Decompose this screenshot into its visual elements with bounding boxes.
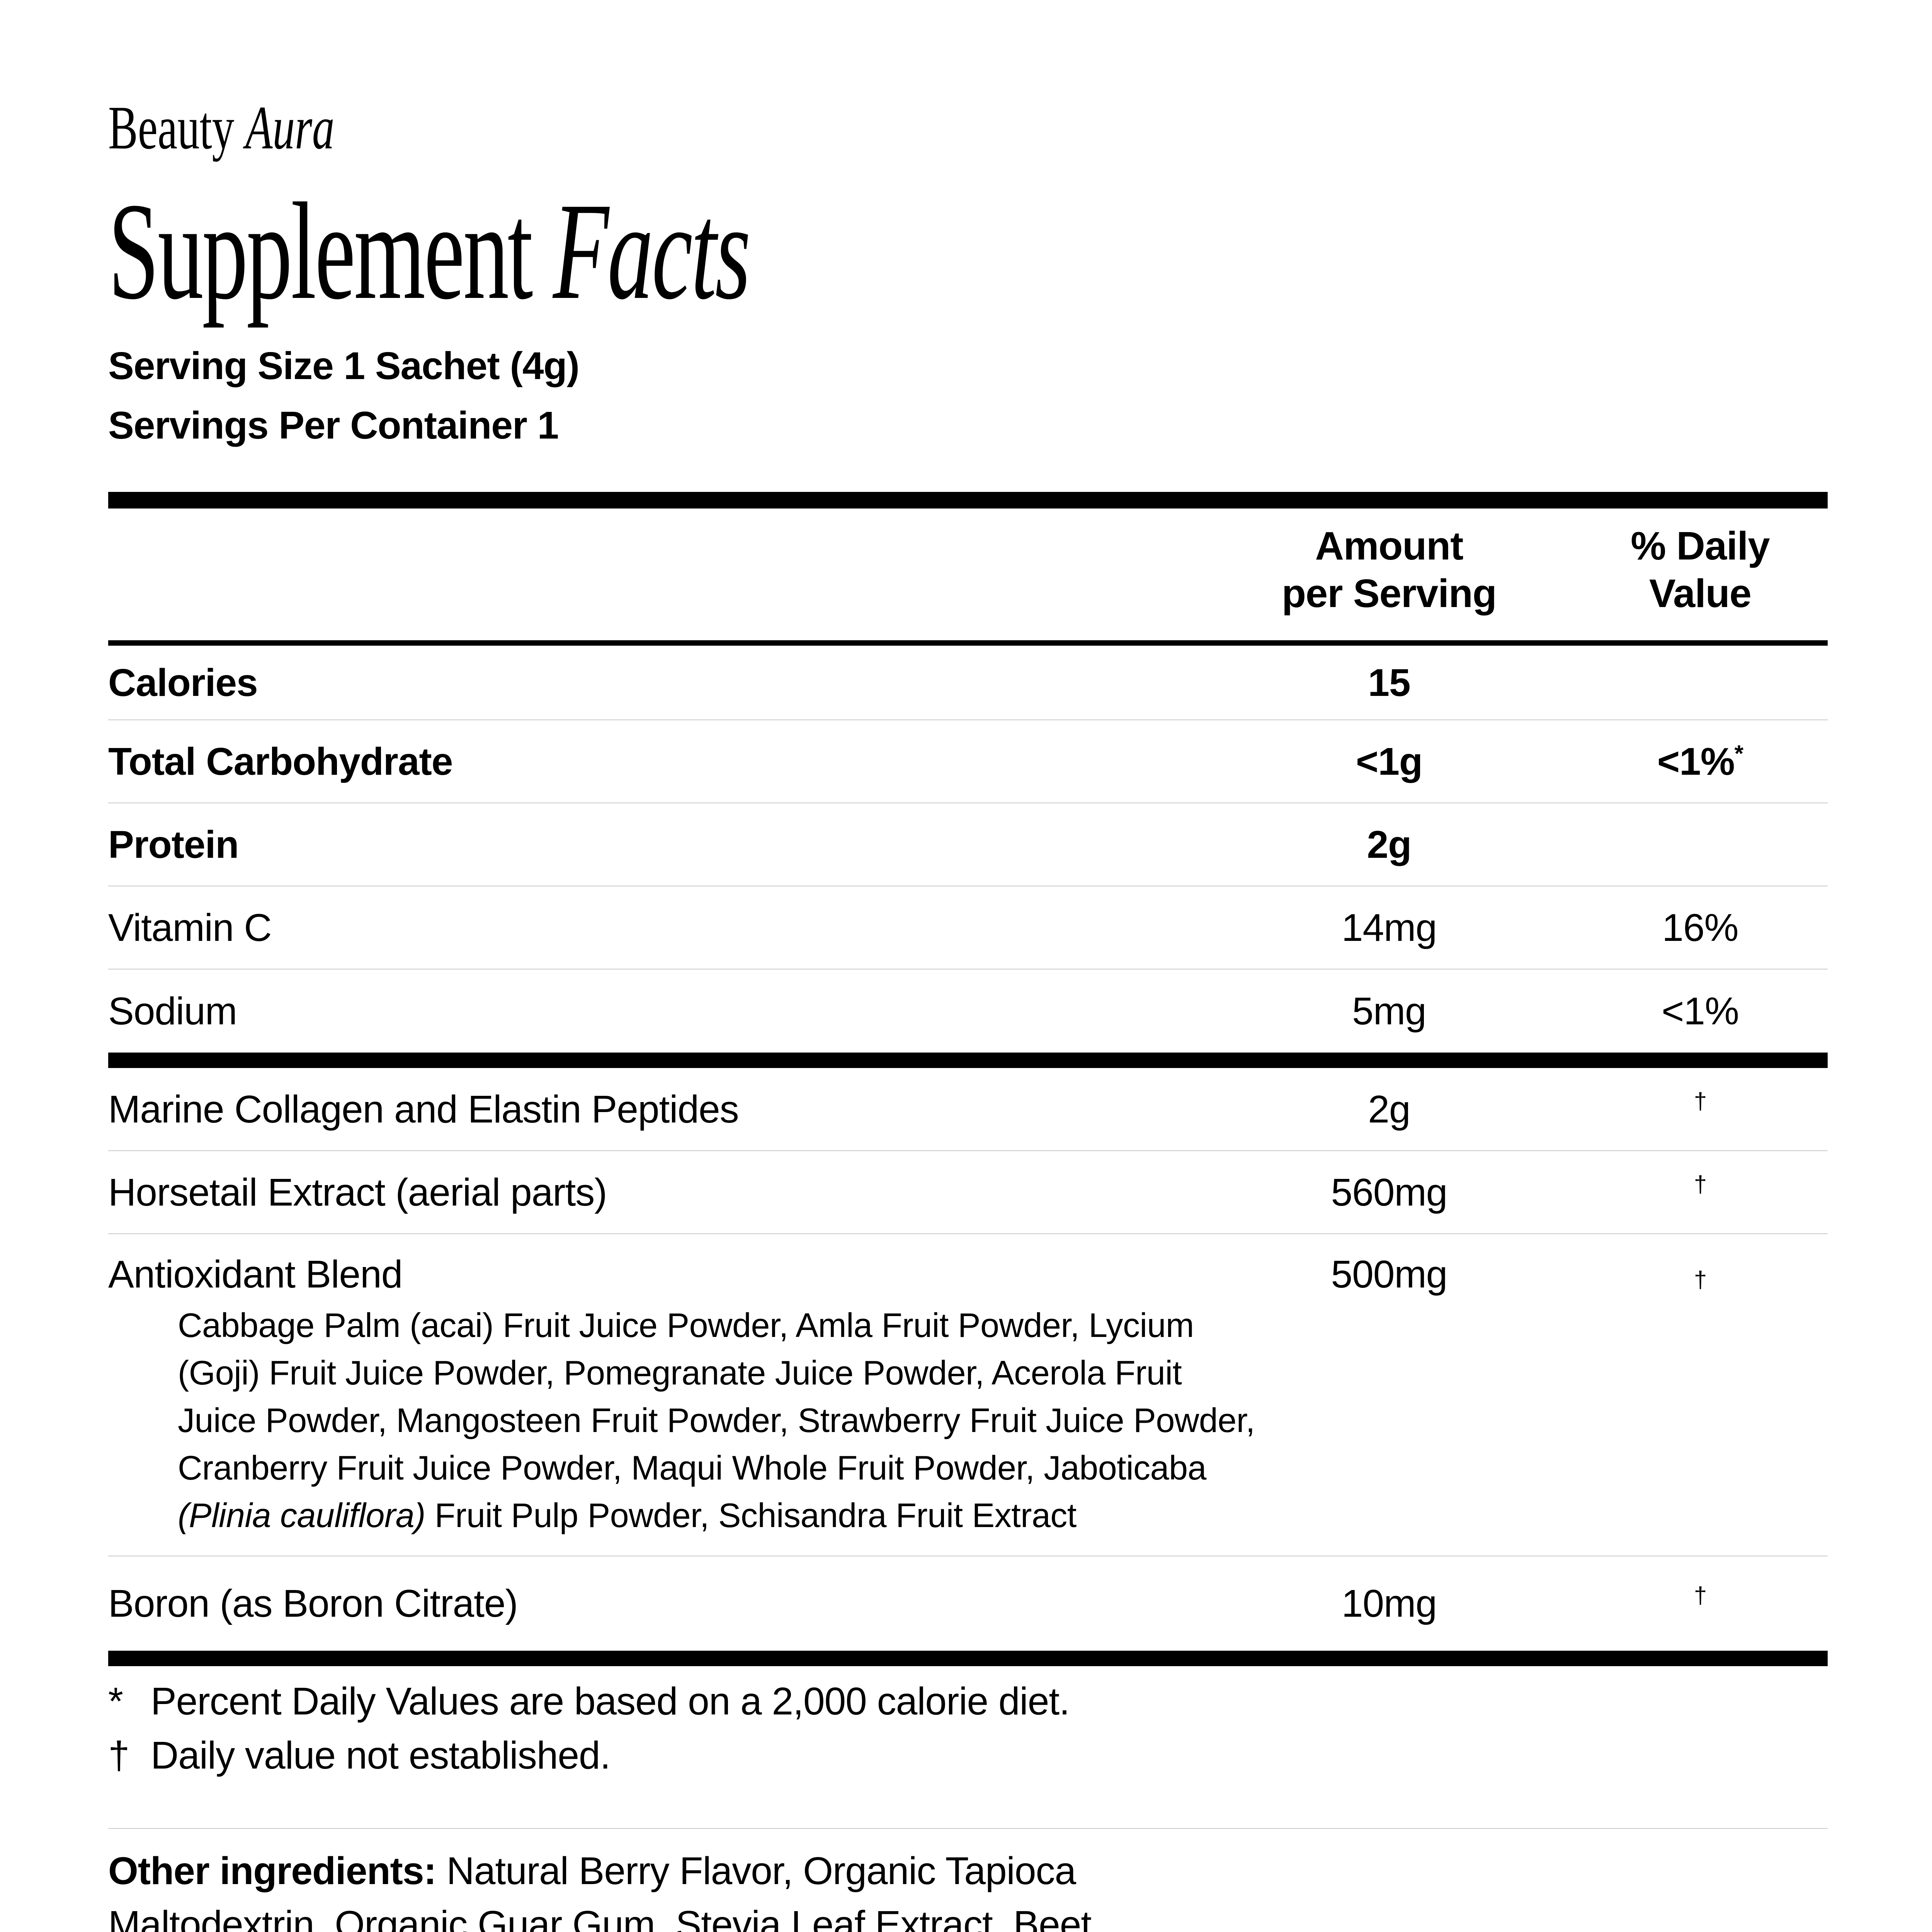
dagger-icon: † (1694, 1582, 1707, 1608)
row-amount: 2g (1368, 1087, 1410, 1131)
other-ingredients-line: Other ingredients: Natural Berry Flavor,… (108, 1849, 1076, 1893)
table-row-marine-collagen: Marine Collagen and Elastin Peptides 2g … (108, 1068, 1828, 1151)
table-row-protein: Protein 2g (108, 803, 1828, 886)
dagger-icon: † (1694, 1088, 1707, 1114)
row-label: Horsetail Extract (aerial parts) (108, 1170, 607, 1214)
serving-info: Serving Size 1 Sachet (4g) Servings Per … (108, 336, 1828, 455)
sub-ingredient-line: Cranberry Fruit Juice Powder, Maqui Whol… (178, 1449, 1206, 1487)
table-row-sodium: Sodium 5mg <1% (108, 969, 1828, 1068)
sub-ingredient-line: Juice Powder, Mangosteen Fruit Powder, S… (178, 1401, 1255, 1439)
other-ingredients-line: Maltodextrin, Organic Guar Gum, Stevia L… (108, 1903, 1092, 1932)
row-daily-value: <1% (1662, 989, 1739, 1033)
table-top-bar (108, 492, 1828, 509)
row-label: Marine Collagen and Elastin Peptides (108, 1087, 739, 1131)
row-label: Antioxidant Blend (108, 1253, 403, 1296)
row-amount: 14mg (1341, 906, 1437, 949)
page-title-regular: Supplement (108, 174, 533, 328)
row-amount: 2g (1367, 823, 1412, 866)
row-daily-value: 16% (1662, 906, 1738, 949)
antioxidant-sub-ingredients: Cabbage Palm (acai) Fruit Juice Powder, … (178, 1301, 1828, 1539)
row-label: Vitamin C (108, 906, 272, 949)
row-label: Boron (as Boron Citrate) (108, 1582, 518, 1625)
botanical-name-italic: (Plinia cauliflora) (178, 1496, 425, 1534)
row-amount: 500mg (1331, 1253, 1448, 1296)
supplement-facts-label: Beauty Aura Supplement Facts Serving Siz… (108, 97, 1828, 1932)
servings-per-container: Servings Per Container 1 (108, 404, 559, 447)
row-daily-value: <1%* (1657, 740, 1743, 783)
brand-name: Beauty Aura (108, 97, 1346, 158)
row-amount: 15 (1368, 661, 1410, 704)
footnotes: * Percent Daily Values are based on a 2,0… (108, 1674, 1828, 1782)
table-row-vitamin-c: Vitamin C 14mg 16% (108, 886, 1828, 969)
row-label: Sodium (108, 989, 237, 1033)
dagger-icon: † (1694, 1171, 1707, 1197)
table-row-horsetail-extract: Horsetail Extract (aerial parts) 560mg † (108, 1151, 1828, 1234)
asterisk-symbol: * (108, 1680, 123, 1723)
row-daily-value: † (1517, 1087, 1828, 1131)
sub-ingredient-line: Cabbage Palm (acai) Fruit Juice Powder, … (178, 1306, 1194, 1344)
asterisk-superscript: * (1734, 740, 1743, 767)
table-header: Amount per Serving % Daily Value (108, 509, 1828, 646)
row-label: Total Carbohydrate (108, 740, 453, 783)
row-daily-value: † (1517, 1255, 1828, 1299)
footnote-dagger: † Daily value not established. (108, 1728, 1828, 1782)
page-title-italic: Facts (553, 174, 751, 328)
col-header-amount: Amount per Serving (1282, 524, 1497, 616)
row-label: Calories (108, 661, 258, 704)
row-amount: 10mg (1341, 1582, 1437, 1625)
table-row-total-carbohydrate: Total Carbohydrate <1g <1%* (108, 720, 1828, 803)
page-title: Supplement Facts (108, 182, 1243, 321)
brand-name-regular: Beauty (108, 93, 235, 162)
row-daily-value: † (1517, 1170, 1828, 1214)
row-amount: <1g (1355, 740, 1423, 783)
table-row-boron: Boron (as Boron Citrate) 10mg † (108, 1556, 1828, 1666)
sub-ingredient-line: (Goji) Fruit Juice Powder, Pomegranate J… (178, 1354, 1182, 1392)
row-amount: 5mg (1352, 989, 1427, 1033)
divider (108, 1828, 1828, 1829)
table-row-antioxidant-blend: Antioxidant Blend 500mg † Cabbage Palm (… (108, 1234, 1828, 1556)
other-ingredients-label: Other ingredients: (108, 1849, 437, 1893)
other-ingredients: Other ingredients: Natural Berry Flavor,… (108, 1844, 1828, 1932)
row-label: Protein (108, 823, 239, 866)
brand-name-italic: Aura (245, 93, 335, 162)
footnote-asterisk: * Percent Daily Values are based on a 2,0… (108, 1674, 1828, 1728)
sub-ingredient-line: (Plinia cauliflora) Fruit Pulp Powder, S… (178, 1496, 1077, 1534)
dagger-icon: † (1694, 1267, 1707, 1293)
dagger-symbol: † (108, 1734, 130, 1777)
row-daily-value: † (1517, 1582, 1828, 1626)
table-row-calories: Calories 15 (108, 646, 1828, 720)
serving-size: Serving Size 1 Sachet (4g) (108, 344, 580, 388)
row-amount: 560mg (1331, 1170, 1448, 1214)
col-header-daily-value: % Daily Value (1631, 524, 1770, 616)
